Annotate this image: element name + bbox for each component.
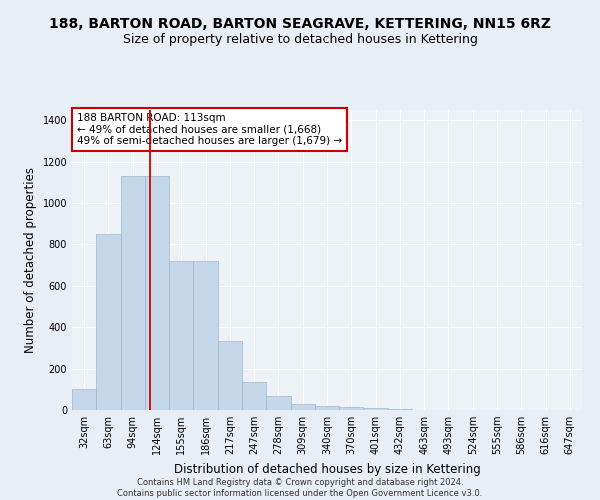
Bar <box>364 408 388 410</box>
Bar <box>145 176 169 410</box>
Text: Contains HM Land Registry data © Crown copyright and database right 2024.
Contai: Contains HM Land Registry data © Crown c… <box>118 478 482 498</box>
Text: 188, BARTON ROAD, BARTON SEAGRAVE, KETTERING, NN15 6RZ: 188, BARTON ROAD, BARTON SEAGRAVE, KETTE… <box>49 18 551 32</box>
Bar <box>218 340 242 410</box>
Bar <box>72 390 96 410</box>
Bar <box>169 261 193 410</box>
Bar <box>242 382 266 410</box>
X-axis label: Distribution of detached houses by size in Kettering: Distribution of detached houses by size … <box>173 462 481 475</box>
Bar <box>121 176 145 410</box>
Bar <box>388 409 412 410</box>
Bar <box>266 396 290 410</box>
Bar <box>96 234 121 410</box>
Text: Size of property relative to detached houses in Kettering: Size of property relative to detached ho… <box>122 32 478 46</box>
Bar <box>290 404 315 410</box>
Y-axis label: Number of detached properties: Number of detached properties <box>24 167 37 353</box>
Bar <box>339 407 364 410</box>
Bar <box>193 261 218 410</box>
Bar <box>315 406 339 410</box>
Text: 188 BARTON ROAD: 113sqm
← 49% of detached houses are smaller (1,668)
49% of semi: 188 BARTON ROAD: 113sqm ← 49% of detache… <box>77 113 342 146</box>
